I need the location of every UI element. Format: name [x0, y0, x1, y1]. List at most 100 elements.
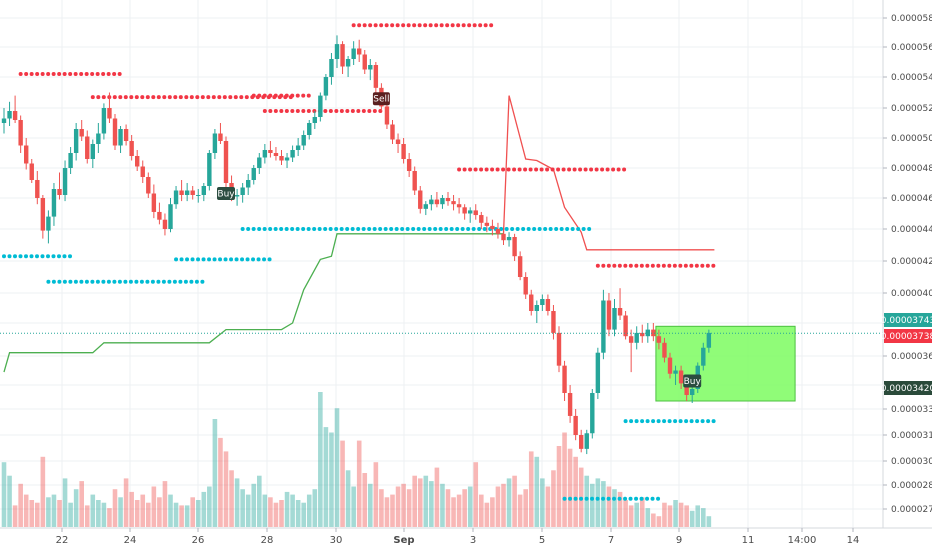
volume-bar: [695, 505, 701, 527]
cyan-level-dot: [7, 254, 12, 259]
volume-bar: [406, 489, 412, 527]
cyan-level-dot: [200, 279, 205, 284]
price-tag-label: 0.00003738: [881, 332, 932, 342]
sell-signal-label: Sell: [373, 95, 389, 105]
cyan-level-dot: [167, 279, 172, 284]
x-tick-label: 3: [470, 535, 476, 546]
candle-body: [401, 144, 406, 159]
volume-bar: [334, 408, 340, 527]
price-tag-teal: [884, 313, 932, 327]
volume-bar: [368, 483, 373, 527]
cyan-level-dot: [68, 279, 73, 284]
buy-signal-box: [683, 374, 702, 388]
cyan-level-dot: [24, 254, 28, 259]
y-tick-label: 0.00003150: [891, 431, 932, 441]
cyan-level-dot: [240, 227, 245, 231]
red-level-dot: [156, 95, 161, 100]
cyan-level-dot: [581, 227, 586, 231]
candle-body: [545, 299, 551, 311]
cyan-level-dot: [145, 279, 150, 284]
cyan-level-dot: [526, 227, 531, 231]
red-level-dot: [439, 23, 444, 28]
red-level-dot: [512, 167, 517, 172]
cyan-level-dot: [532, 227, 537, 231]
cyan-level-dot: [689, 419, 694, 424]
candle-body: [562, 365, 567, 393]
cyan-level-dot: [156, 279, 161, 284]
candle-body: [340, 44, 345, 67]
candle-body: [101, 108, 107, 134]
volume-bar: [573, 456, 578, 527]
red-level-dot: [279, 93, 284, 98]
red-level-dot: [40, 72, 45, 76]
y-tick-label: 0.00003000: [891, 457, 932, 467]
volume-bar: [639, 497, 645, 527]
red-level-dot: [417, 23, 422, 28]
volume-bar: [506, 478, 512, 527]
candle-body: [223, 141, 229, 183]
x-axis[interactable]: 22 24 26 28 30 Sep 3 5 7 9 11 14:00 14: [56, 528, 860, 546]
x-tick-label: 5: [539, 535, 545, 546]
red-level-dot: [478, 23, 483, 28]
volume-bar: [645, 508, 651, 527]
red-level-dot: [639, 263, 644, 268]
candle-body: [295, 145, 301, 150]
cyan-level-dot: [548, 227, 553, 231]
volume-bar: [40, 456, 46, 527]
red-level-dot: [489, 23, 494, 28]
red-level-dot: [233, 95, 238, 100]
cyan-level-dot: [515, 227, 520, 231]
cyan-level-dot: [268, 227, 273, 231]
volume-bar: [279, 500, 284, 527]
red-level-dot: [656, 263, 661, 268]
cyan-level-dot: [601, 496, 606, 501]
cyan-level-dot: [662, 419, 667, 424]
cyan-level-dot: [378, 227, 383, 231]
cyan-level-dot: [345, 227, 350, 231]
red-level-dot: [606, 263, 611, 268]
volume-bar: [484, 502, 490, 527]
candle-body: [168, 204, 173, 229]
volume-bar: [562, 432, 567, 527]
y-axis[interactable]: 0.00005800 0.00005600 0.00005400 0.00005200…: [883, 14, 932, 515]
volume-bar: [79, 481, 84, 527]
candle-body: [678, 370, 684, 384]
red-level-dot: [62, 72, 67, 76]
red-level-dot: [595, 263, 600, 268]
candle-body: [634, 332, 639, 343]
red-level-dot: [484, 167, 489, 172]
cyan-level-dot: [57, 279, 62, 284]
red-level-dot: [295, 109, 300, 113]
volume-bar: [112, 489, 118, 527]
candle-body: [573, 415, 578, 435]
cyan-level-dot: [427, 227, 432, 231]
candle-body: [262, 150, 268, 158]
cyan-level-dot: [13, 254, 17, 259]
price-tags: 0.00003743 0.00003738 0.00003420: [881, 313, 932, 395]
red-level-dot: [616, 167, 621, 172]
cyan-level-dot: [79, 279, 84, 284]
red-level-dot: [306, 109, 311, 113]
volume-bar: [628, 505, 634, 527]
candle-body: [512, 237, 517, 257]
red-level-dot: [350, 109, 355, 113]
candle-body: [68, 153, 73, 168]
red-level-dot: [362, 23, 367, 28]
candle-body: [429, 199, 434, 205]
y-tick-label: 0.00004000: [891, 289, 932, 299]
cyan-level-dot: [372, 227, 377, 231]
red-level-dot: [384, 23, 389, 28]
red-level-dot: [178, 95, 183, 100]
cyan-level-dot: [455, 227, 460, 231]
candle-body: [112, 118, 118, 146]
candle-body: [218, 133, 223, 141]
candle-body: [123, 129, 129, 141]
red-level-dot: [700, 263, 705, 268]
candle-body: [1, 118, 7, 123]
volume-bar: [73, 489, 79, 527]
candle-body: [312, 117, 317, 123]
volume-bar: [440, 483, 445, 527]
volume-bar: [590, 483, 595, 527]
red-level-dot: [572, 167, 577, 172]
